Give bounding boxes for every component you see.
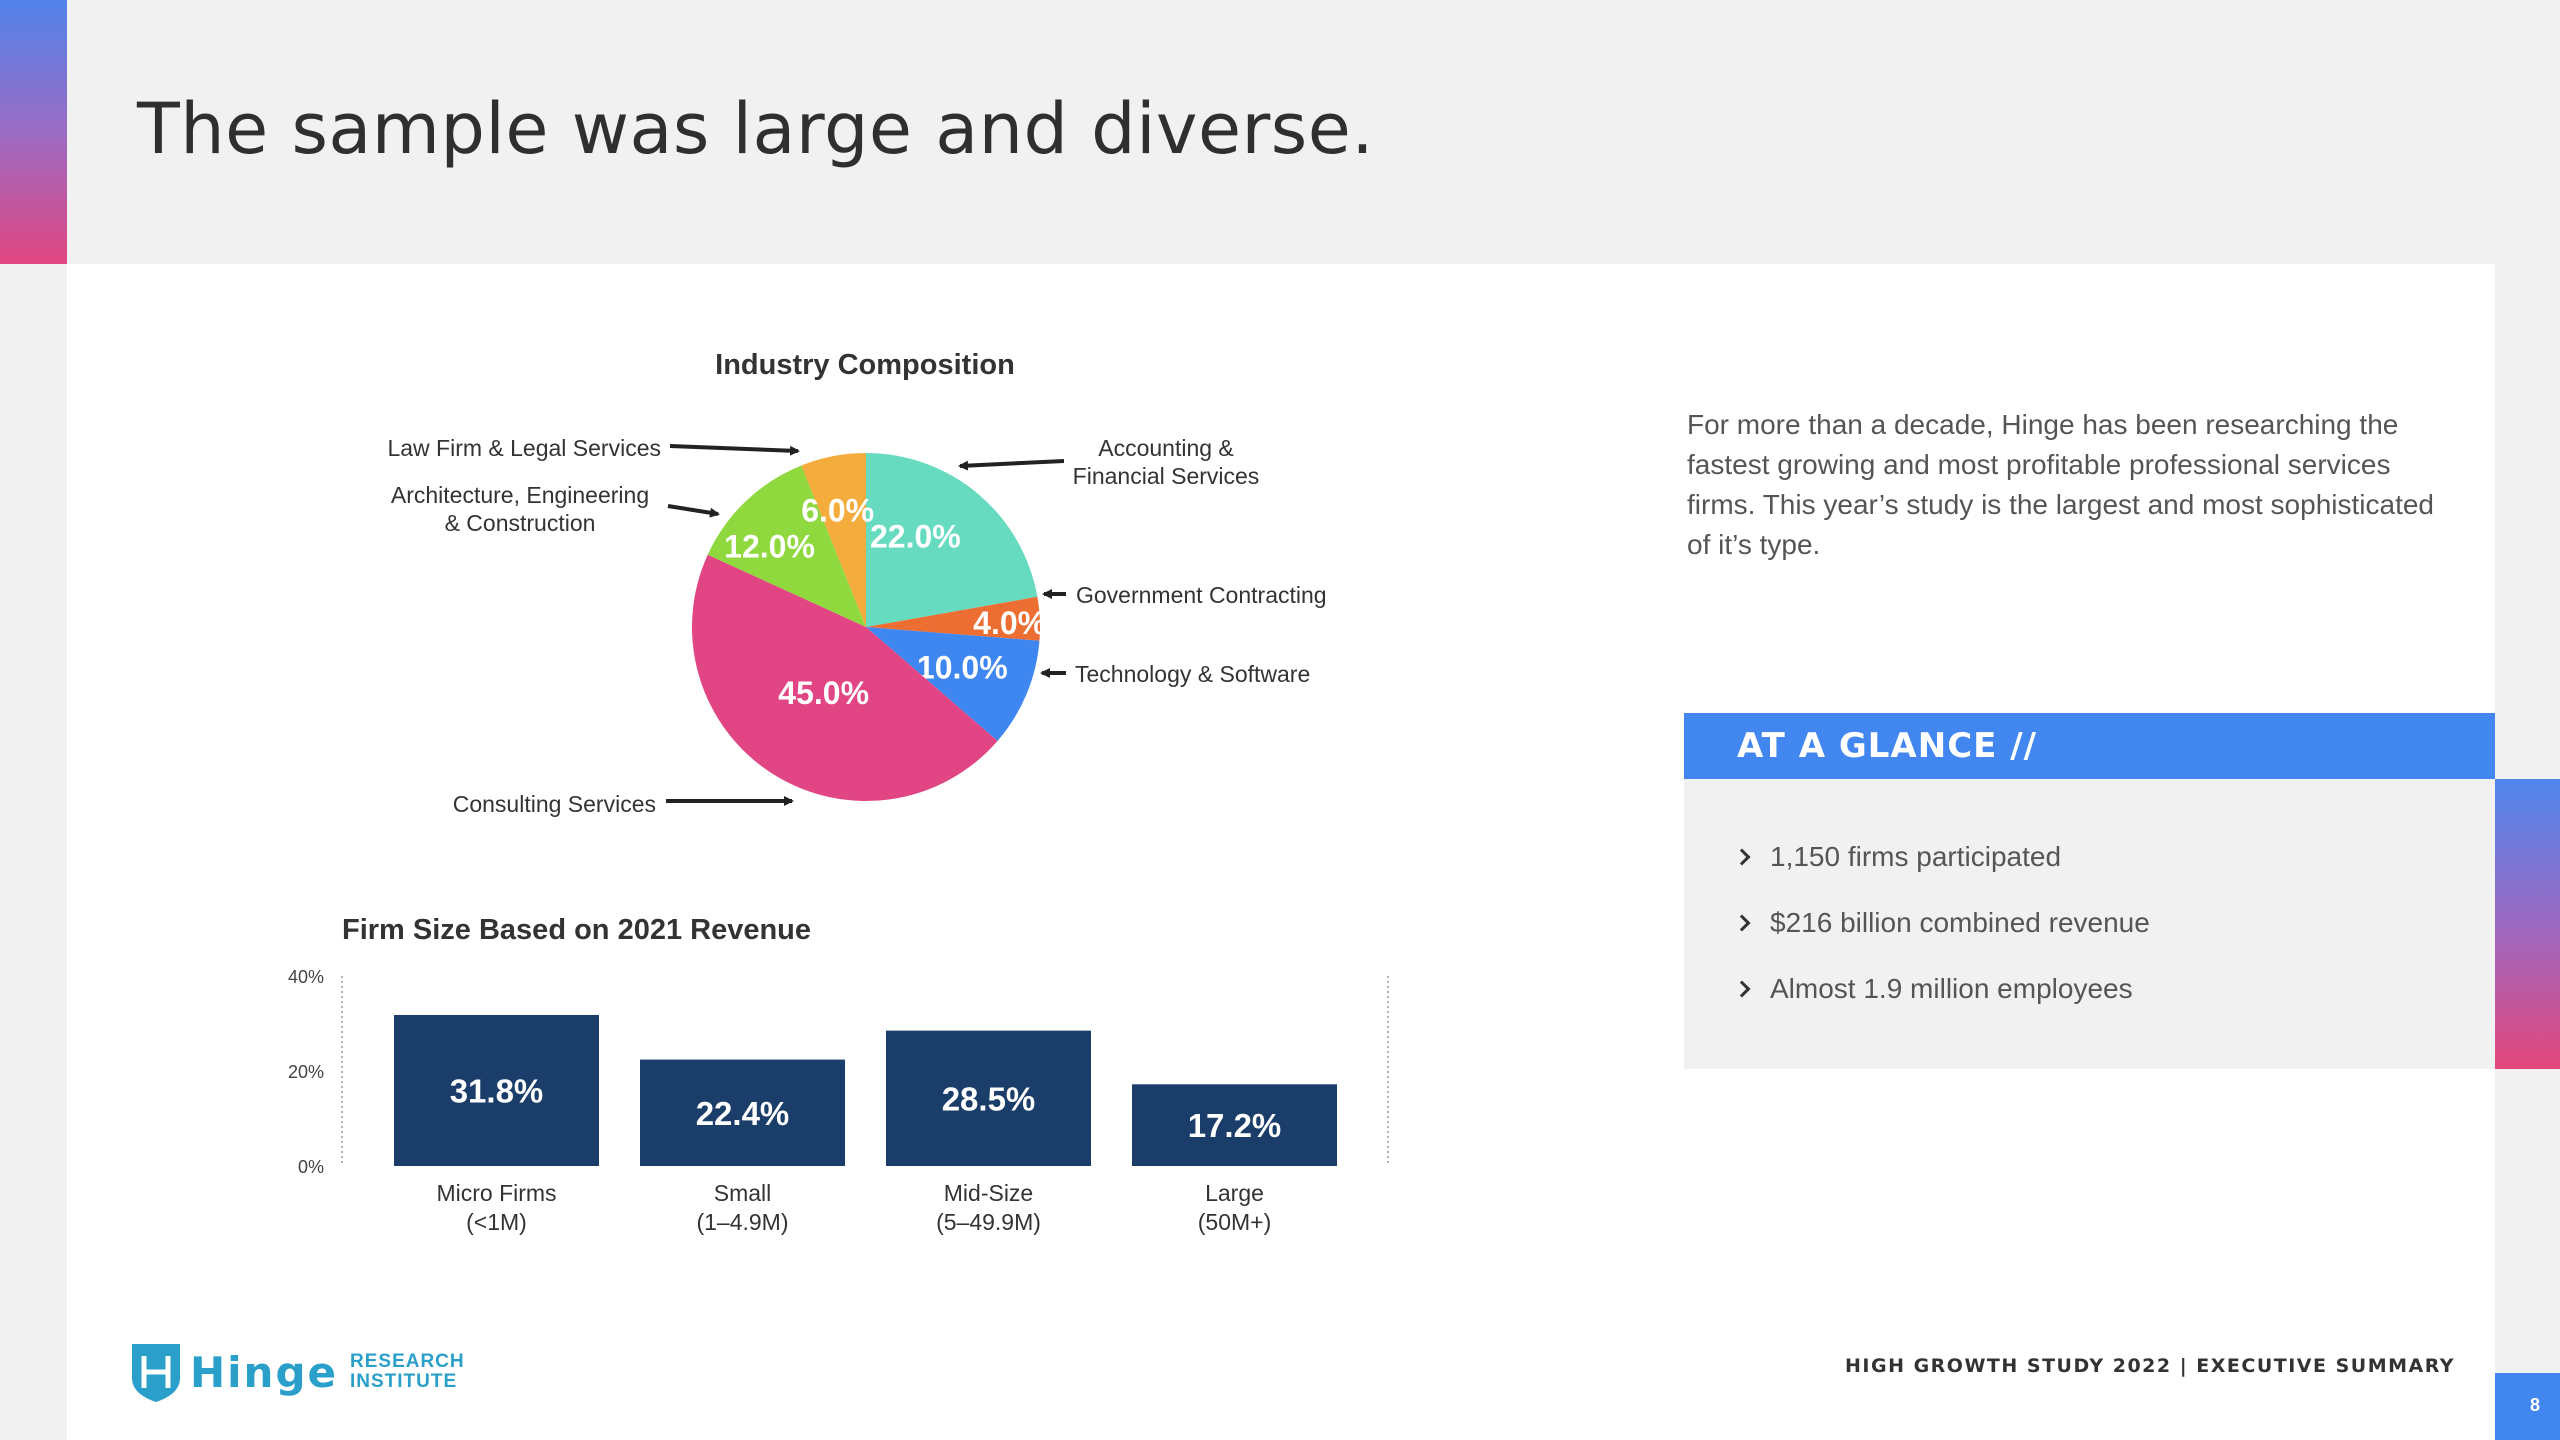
- glance-item: Almost 1.9 million employees: [1733, 956, 2150, 1022]
- pie-legend-label: Government Contracting: [1076, 582, 1327, 608]
- shield-icon: [132, 1344, 180, 1402]
- callout-arrow-icon: [669, 444, 800, 456]
- bar-value-label: 31.8%: [450, 1072, 544, 1109]
- x-category-label: Large (50M+): [1198, 1180, 1272, 1235]
- callout-arrow-icon: [667, 504, 720, 518]
- pie-slice-label: 22.0%: [870, 518, 961, 554]
- pie-slice: [707, 465, 866, 627]
- bar: [886, 1030, 1091, 1166]
- pie-slice-label: 10.0%: [917, 649, 1008, 685]
- logo-line-1: RESEARCH: [350, 1351, 465, 1372]
- pie-slice: [801, 453, 866, 627]
- pie-slice-label: 12.0%: [724, 528, 815, 564]
- y-tick-label: 20%: [288, 1062, 324, 1082]
- bar: [1132, 1084, 1337, 1166]
- glance-item-text: Almost 1.9 million employees: [1770, 973, 2133, 1004]
- bar-value-label: 28.5%: [942, 1080, 1036, 1117]
- glance-panel: 1,150 firms participated $216 billion co…: [1684, 779, 2495, 1069]
- pie-legend: Accounting & Financial Services Government…: [387, 435, 1326, 817]
- pie-slice-label: 45.0%: [778, 675, 869, 711]
- pie-slice-label: 6.0%: [801, 492, 874, 528]
- bar: [394, 1014, 599, 1166]
- intro-paragraph: For more than a decade, Hinge has been r…: [1687, 409, 2434, 560]
- bar-chart-title: Firm Size Based on 2021 Revenue: [342, 914, 811, 946]
- pie-slice-label: 4.0%: [973, 605, 1046, 641]
- x-category-label: Mid-Size (5–49.9M): [936, 1180, 1041, 1235]
- glance-list: 1,150 firms participated $216 billion co…: [1733, 824, 2150, 1022]
- bar-chart: 31.8% Micro Firms (<1M) 22.4% Small (1–4.9M) 2…: [394, 1014, 1337, 1235]
- footer-text: HIGH GROWTH STUDY 2022 | EXECUTIVE SUMMA…: [1845, 1355, 2456, 1377]
- glance-item: 1,150 firms participated: [1733, 824, 2150, 890]
- logo-wordmark: Hinge: [190, 1347, 338, 1397]
- page-number: 8: [2529, 1395, 2540, 1415]
- pie-legend-label: Accounting & Financial Services: [1073, 435, 1260, 489]
- pie-slice: [866, 627, 1040, 741]
- glance-item: $216 billion combined revenue: [1733, 890, 2150, 956]
- logo-subtitle: RESEARCH INSTITUTE: [350, 1352, 465, 1392]
- bar-value-label: 17.2%: [1188, 1107, 1282, 1144]
- chevron-right-icon: [1733, 980, 1751, 998]
- y-tick-label: 0%: [298, 1157, 324, 1177]
- callout-arrow-icon: [958, 459, 1065, 471]
- pie-slice: [866, 453, 1038, 627]
- left-accent-bar: [0, 0, 67, 264]
- x-category-label: Micro Firms (<1M): [436, 1180, 556, 1235]
- pie-legend-label: Architecture, Engineering & Construction: [391, 482, 649, 536]
- page-title: The sample was large and diverse.: [137, 88, 1375, 170]
- right-accent-bar: [2495, 779, 2560, 1069]
- y-tick-label: 40%: [288, 967, 324, 987]
- pie-slice: [866, 596, 1040, 641]
- page-number-box: 8: [2495, 1373, 2560, 1440]
- glance-item-text: 1,150 firms participated: [1770, 841, 2062, 872]
- bar-value-label: 22.4%: [696, 1095, 790, 1132]
- pie-slice: [692, 554, 998, 801]
- pie-legend-label: Consulting Services: [453, 791, 656, 817]
- pie-chart-title: Industry Composition: [715, 349, 1015, 381]
- chevron-right-icon: [1733, 914, 1751, 932]
- chevron-right-icon: [1733, 848, 1751, 866]
- bar-chart-axes: 0% 20% 40%: [288, 967, 1389, 1177]
- logo-line-2: INSTITUTE: [350, 1371, 458, 1392]
- pie-legend-label: Law Firm & Legal Services: [387, 435, 661, 461]
- pie-legend-label: Technology & Software: [1075, 661, 1310, 687]
- glance-title: AT A GLANCE //: [1737, 726, 2038, 766]
- glance-header: AT A GLANCE //: [1684, 713, 2495, 779]
- x-category-label: Small (1–4.9M): [696, 1180, 788, 1235]
- pie-chart: 22.0% 4.0% 10.0% 45.0% 12.0%6.0%: [692, 453, 1046, 801]
- glance-item-text: $216 billion combined revenue: [1770, 907, 2150, 938]
- bar: [640, 1059, 845, 1166]
- hinge-logo: Hinge RESEARCH INSTITUTE: [130, 1340, 465, 1404]
